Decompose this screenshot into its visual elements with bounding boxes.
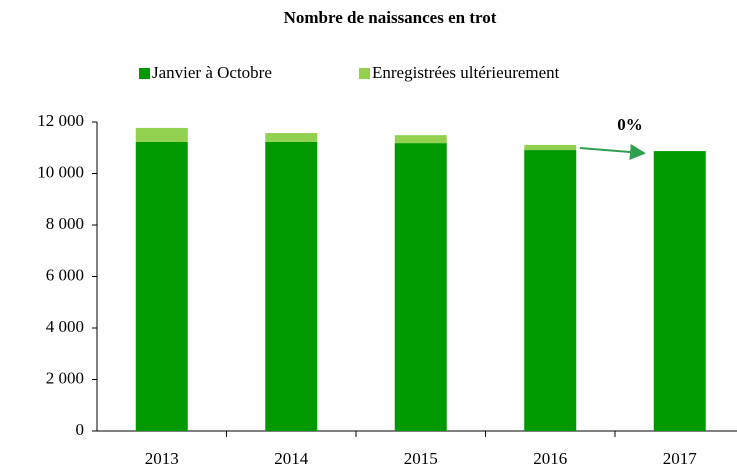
legend-label: Enregistrées ultérieurement — [372, 63, 560, 82]
x-tick-label: 2014 — [274, 449, 309, 466]
bar-segment — [524, 150, 577, 431]
annotation-arrow — [579, 144, 646, 161]
legend-swatch — [359, 68, 370, 79]
bar-segment — [394, 143, 447, 432]
x-tick-label: 2017 — [663, 449, 698, 466]
bar-segment — [265, 141, 318, 431]
bar-segment — [265, 133, 318, 142]
y-tick-label: 12 000 — [37, 111, 84, 130]
x-tick-label: 2015 — [404, 449, 438, 466]
bar-segment — [394, 135, 447, 144]
chart-title: Nombre de naissances en trot — [284, 8, 497, 27]
y-tick-label: 10 000 — [37, 162, 84, 181]
x-tick-label: 2016 — [533, 449, 567, 466]
y-tick-label: 0 — [76, 420, 85, 439]
bar-segment — [135, 127, 188, 142]
y-tick-label: 4 000 — [46, 317, 84, 336]
legend-label: Janvier à Octobre — [152, 63, 272, 82]
y-tick-label: 2 000 — [46, 368, 84, 387]
bar-segment — [524, 144, 577, 151]
y-tick-label: 6 000 — [46, 265, 84, 284]
bar-segment — [135, 141, 188, 431]
annotation: 0% — [617, 115, 643, 134]
y-tick-label: 8 000 — [46, 214, 84, 233]
legend-swatch — [139, 68, 150, 79]
bar-segment — [653, 151, 706, 431]
x-tick-label: 2013 — [145, 449, 179, 466]
